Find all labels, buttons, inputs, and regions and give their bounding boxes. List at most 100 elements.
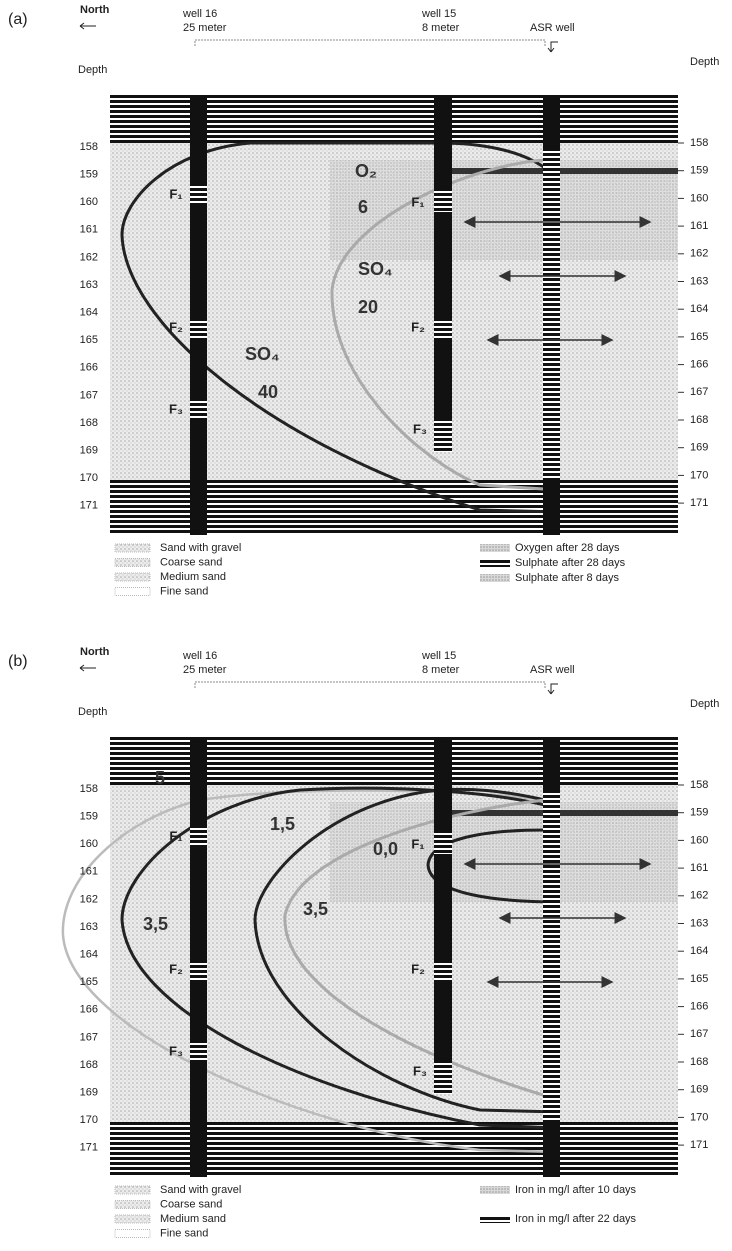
- well-name: ASR well: [530, 22, 575, 34]
- depth-tick: 159: [690, 165, 708, 177]
- depth-tick: 169: [690, 1084, 708, 1096]
- depth-label: Depth: [78, 706, 107, 718]
- depth-tick: 162: [690, 248, 708, 260]
- bracket: [195, 40, 545, 46]
- depth-tick: 161: [690, 220, 708, 232]
- legend-swatch: [115, 573, 150, 581]
- filter-label: F₃: [169, 1043, 183, 1058]
- depth-tick: 169: [690, 442, 708, 454]
- well-distance: 25 meter: [183, 22, 227, 34]
- legend-swatch: [480, 544, 510, 552]
- depth-tick: 168: [690, 1056, 708, 1068]
- well-filter: [190, 825, 207, 847]
- well-name: well 16: [182, 650, 217, 662]
- contour-label: 1,5: [270, 814, 295, 834]
- depth-tick: 164: [80, 949, 98, 961]
- legend-text: Sand with gravel: [160, 1184, 241, 1196]
- depth-label: Depth: [690, 698, 719, 710]
- depth-tick: 162: [690, 890, 708, 902]
- legend-swatch: [115, 544, 150, 552]
- sulphate-zone: [330, 160, 678, 260]
- legend-text: Fine sand: [160, 585, 208, 597]
- well-15: [434, 737, 452, 1094]
- figure: (a) North Depth Depth well 16 25 meter well 15…: [0, 0, 732, 1251]
- depth-tick: 161: [690, 862, 708, 874]
- depth-tick: 171: [690, 497, 708, 509]
- contour-label: 5: [155, 768, 165, 788]
- well-distance: 8 meter: [422, 664, 460, 676]
- asr-filter: [543, 150, 560, 480]
- dark-band: [450, 810, 678, 816]
- depth-tick: 165: [80, 976, 98, 988]
- depth-tick: 158: [690, 779, 708, 791]
- legend-swatch: [480, 1186, 510, 1194]
- depth-tick: 166: [690, 359, 708, 371]
- bracket: [195, 682, 545, 688]
- depth-tick: 166: [80, 362, 98, 374]
- depth-tick: 166: [80, 1004, 98, 1016]
- filter-label: F₃: [413, 421, 427, 436]
- legend-text: Medium sand: [160, 1213, 226, 1225]
- well-filter: [190, 183, 207, 205]
- depth-tick: 163: [80, 279, 98, 291]
- panel-label: (a): [8, 11, 28, 28]
- contour-label: SO₄: [245, 344, 280, 364]
- depth-tick: 160: [80, 196, 98, 208]
- depth-tick: 167: [80, 389, 98, 401]
- depth-tick: 169: [80, 1087, 98, 1099]
- depth-tick: 164: [690, 303, 708, 315]
- contour-label: 3,5: [143, 914, 168, 934]
- depth-tick: 170: [80, 472, 98, 484]
- asr-filter: [543, 792, 560, 1122]
- legend-text: Coarse sand: [160, 1198, 222, 1210]
- well-filter: [434, 318, 452, 340]
- depth-tick: 168: [80, 1059, 98, 1071]
- depth-tick: 161: [80, 224, 98, 236]
- north-arrow: [80, 23, 96, 29]
- panel-label: (b): [8, 653, 28, 670]
- contour-label: 40: [258, 382, 278, 402]
- legend-swatch: [115, 559, 150, 567]
- well-filter: [434, 960, 452, 982]
- filter-label: F₂: [169, 319, 183, 334]
- depth-tick: 167: [80, 1031, 98, 1043]
- depth-tick: 158: [690, 137, 708, 149]
- depth-tick: 165: [690, 331, 708, 343]
- legend-text: Coarse sand: [160, 556, 222, 568]
- well-distance: 25 meter: [183, 664, 227, 676]
- contour-label: O₂: [355, 161, 377, 181]
- depth-tick: 162: [80, 893, 98, 905]
- depth-tick: 160: [690, 192, 708, 204]
- filter-label: F₂: [411, 961, 425, 976]
- well-name: well 15: [421, 8, 456, 20]
- legend-text: Medium sand: [160, 571, 226, 583]
- north-label: North: [80, 646, 110, 658]
- legend-text: Oxygen after 28 days: [515, 542, 620, 554]
- depth-tick: 160: [80, 838, 98, 850]
- depth-tick: 163: [690, 275, 708, 287]
- legend-swatch: [115, 1201, 150, 1209]
- filter-label: F₁: [411, 194, 424, 209]
- depth-label: Depth: [690, 56, 719, 68]
- well-name: ASR well: [530, 664, 575, 676]
- depth-tick: 170: [80, 1114, 98, 1126]
- depth-tick: 164: [690, 945, 708, 957]
- well-filter: [434, 832, 452, 854]
- depth-tick: 158: [80, 783, 98, 795]
- well-16: [190, 737, 207, 1177]
- filter-label: F₃: [169, 401, 183, 416]
- depth-tick: 166: [690, 1001, 708, 1013]
- legend-swatch: [480, 559, 510, 567]
- filter-label: F₃: [413, 1063, 427, 1078]
- well-name: well 16: [182, 8, 217, 20]
- legend-swatch: [480, 1215, 510, 1223]
- north-arrow: [80, 665, 96, 671]
- contour-label: 3,5: [303, 899, 328, 919]
- filter-label: F₂: [411, 319, 425, 334]
- depth-label: Depth: [78, 64, 107, 76]
- depth-tick: 171: [80, 1142, 98, 1154]
- asr-symbol: [548, 42, 558, 52]
- depth-tick: 159: [80, 811, 98, 823]
